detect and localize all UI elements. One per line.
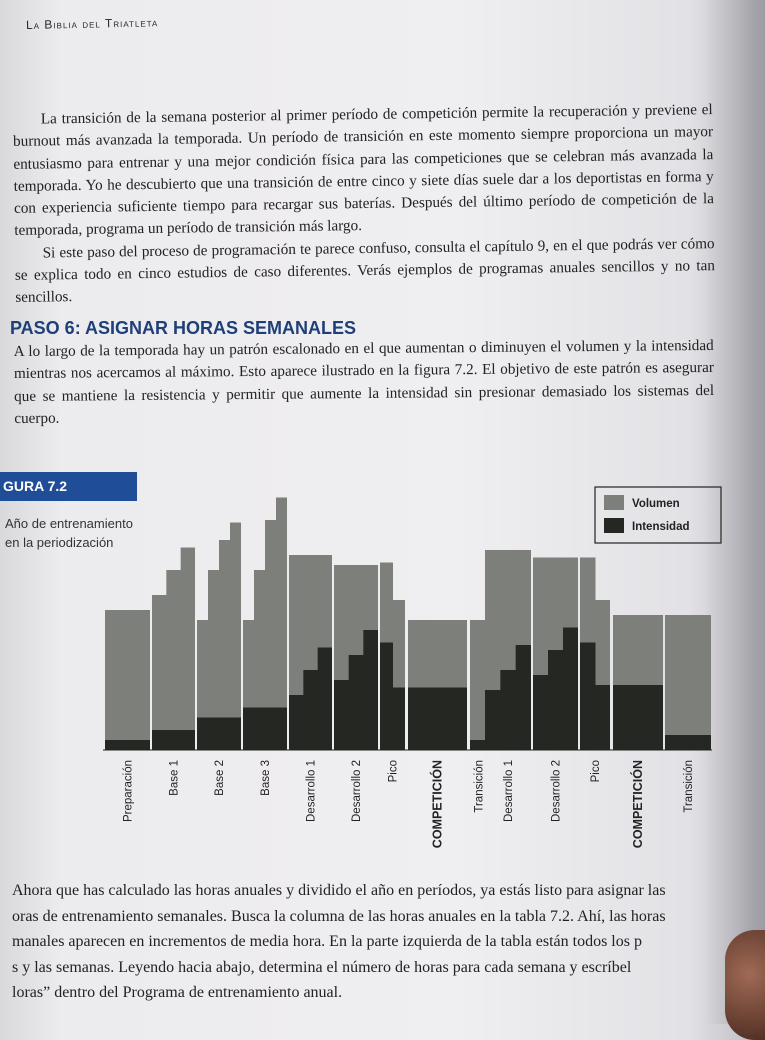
intensity-bar	[580, 642, 596, 750]
intensity-bar	[197, 717, 241, 750]
volume-bar	[276, 497, 287, 750]
intensity-bar	[500, 670, 517, 750]
category-label: Transición	[683, 760, 695, 813]
periodization-chart: Preparación Base 1 Base 2 Base 3 Desarrollo …	[103, 486, 722, 848]
volume-bar	[152, 595, 167, 750]
text-line: oras de entrenamiento semanales. Busca l…	[12, 907, 666, 925]
category-label: COMPETICIÓN	[430, 760, 445, 848]
intensity-bar	[408, 687, 467, 750]
category-label: Desarrollo 2	[551, 760, 563, 822]
volume-bar	[243, 620, 255, 750]
legend-swatch-intensidad	[604, 518, 624, 533]
volume-bar	[180, 547, 195, 750]
category-label: Transición	[474, 760, 486, 813]
intensity-bar	[243, 707, 287, 750]
category-label: COMPETICIÓN	[630, 760, 645, 848]
legend-label: Intensidad	[632, 521, 690, 533]
volume-bar	[208, 570, 220, 750]
intensity-bar	[533, 675, 549, 750]
text-line: Ahora que has calculado las horas anuale…	[12, 882, 666, 899]
figure-caption: Año de entrenamiento en la periodización	[5, 516, 133, 550]
intensity-bar	[105, 740, 150, 750]
text-line: manales aparecen en incrementos de media…	[12, 933, 642, 950]
intensity-bar	[317, 647, 332, 750]
closing-text: Ahora que has calculado las horas anuale…	[12, 878, 765, 1006]
intensity-bar	[348, 655, 364, 750]
volume-bar	[166, 570, 182, 750]
category-label: Pico	[590, 760, 602, 782]
intensity-bar	[392, 687, 405, 750]
text-line: loras” dentro del Programa de entrenamie…	[12, 984, 343, 1001]
intensity-bar	[303, 670, 319, 750]
volume-bar	[254, 570, 266, 750]
volume-bar	[665, 615, 711, 750]
category-label: Desarrollo 1	[306, 760, 318, 822]
intensity-bar	[485, 690, 501, 750]
volume-bar	[219, 540, 231, 750]
legend-label: Volumen	[632, 498, 680, 510]
volume-bar	[230, 522, 241, 750]
intensity-bar	[665, 735, 711, 750]
category-label: Base 2	[214, 760, 226, 796]
volume-bar	[265, 520, 277, 750]
thumb	[725, 930, 765, 1040]
intensity-bar	[613, 685, 663, 750]
category-label: Base 1	[169, 760, 181, 796]
intensity-bar	[470, 740, 487, 750]
text-line: s y las semanas. Leyendo hacia abajo, de…	[12, 958, 632, 976]
intensity-bar	[152, 730, 195, 750]
section-heading: PASO 6: ASIGNAR HORAS SEMANALES	[10, 318, 357, 338]
volume-bar	[105, 610, 150, 750]
category-label: Desarrollo 1	[503, 760, 515, 822]
category-label: Base 3	[260, 760, 272, 796]
intensity-bar	[563, 627, 578, 750]
intensity-bar	[363, 630, 378, 750]
intensity-bar	[380, 642, 393, 750]
intensity-bar	[595, 685, 610, 750]
category-label: Preparación	[123, 760, 135, 822]
intensity-bar	[289, 695, 304, 750]
intensity-bar	[548, 650, 564, 750]
volume-bar	[470, 620, 487, 750]
legend-swatch-volumen	[604, 495, 624, 510]
page-edge-shadow	[705, 0, 765, 1024]
category-label: Desarrollo 2	[351, 760, 363, 822]
legend: Volumen Intensidad	[594, 486, 722, 544]
intensity-bar	[334, 680, 350, 750]
figure-label: GURA 7.2	[0, 472, 137, 501]
category-label: Pico	[388, 760, 400, 782]
intensity-bar	[515, 645, 531, 750]
volume-bar	[197, 620, 209, 750]
